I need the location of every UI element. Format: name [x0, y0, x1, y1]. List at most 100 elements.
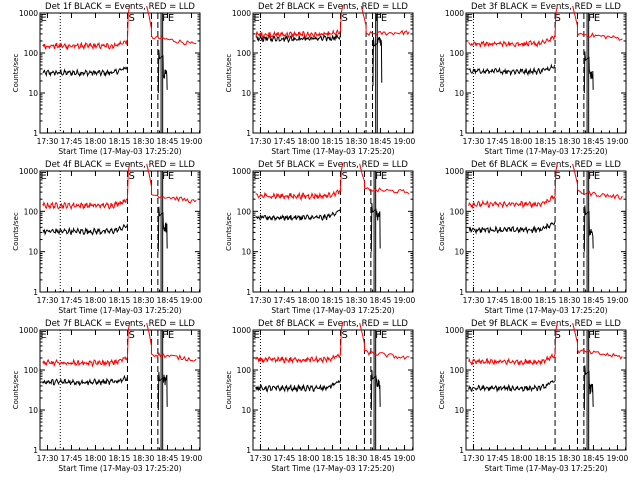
x-tick-label: 17:30: [250, 454, 272, 463]
x-tick-label: 18:00: [511, 296, 533, 305]
x-tick-label: 18:30: [133, 296, 155, 305]
marker-label-s: S: [554, 171, 560, 182]
marker-label-fe: FE: [588, 171, 600, 182]
x-tick-label: 18:00: [85, 454, 107, 463]
plot-frame: [465, 12, 627, 134]
y-tick-label: 1000: [445, 167, 464, 176]
x-tick-label: 17:30: [37, 454, 59, 463]
series-lld-line: [42, 4, 131, 51]
x-tick-label: 18:00: [298, 296, 320, 305]
x-tick-label: 18:15: [109, 137, 131, 146]
series-events-post: [370, 203, 381, 252]
series-events-post: [157, 371, 168, 411]
series-lld-recovery: [572, 5, 623, 41]
marker-label-fe: FE: [375, 13, 387, 24]
x-tick-label: 17:45: [61, 454, 83, 463]
x-tick-label: 17:30: [463, 454, 485, 463]
y-axis-label: Counts/sec: [438, 371, 446, 410]
y-tick-label: 1: [33, 288, 38, 297]
x-tick-label: 18:45: [370, 454, 392, 463]
x-tick-label: 18:45: [157, 454, 179, 463]
plot-frame: [465, 170, 627, 293]
y-axis-label: Counts/sec: [12, 212, 20, 251]
series-lld-line: [255, 4, 344, 40]
y-axis-label: Counts/sec: [438, 212, 446, 251]
x-tick-label: 19:00: [181, 296, 203, 305]
series-events-line: [255, 379, 341, 393]
series-events-line: [42, 66, 128, 78]
panel-title: Det 6f BLACK = Events, RED = LLD: [471, 160, 621, 170]
series-lld-recovery: [146, 322, 197, 362]
x-tick-label: 17:30: [463, 296, 485, 305]
detector-panel: Det 7f BLACK = Events, RED = LLD 1 10 100 10…: [12, 319, 203, 473]
detector-panel: Det 4f BLACK = Events, RED = LLD 1 10 100 10…: [12, 160, 203, 315]
panel-title: Det 8f BLACK = Events, RED = LLD: [258, 319, 408, 329]
series-lld-line: [255, 162, 344, 201]
plot-frame: [252, 12, 414, 134]
x-tick-label: 18:15: [322, 137, 344, 146]
y-axis-label: Counts/sec: [225, 371, 233, 410]
x-tick-label: 17:30: [250, 296, 272, 305]
x-tick-label: 18:15: [535, 454, 557, 463]
detector-panel: Det 3f BLACK = Events, RED = LLD 1 10 100 10…: [438, 2, 629, 156]
x-tick-label: 19:00: [394, 296, 416, 305]
x-tick-label: 19:00: [181, 137, 203, 146]
series-events-line: [42, 223, 128, 236]
x-tick-label: 19:00: [181, 454, 203, 463]
x-axis-label: Start Time (17-May-03 17:25:20): [58, 147, 181, 156]
series-events-line: [468, 379, 556, 393]
y-tick-label: 10: [28, 89, 38, 98]
x-tick-label: 17:30: [37, 137, 59, 146]
x-tick-label: 17:45: [487, 137, 509, 146]
y-tick-label: 10: [454, 89, 464, 98]
series-events-post: [157, 206, 168, 252]
x-axis-label: Start Time (17-May-03 17:25:20): [58, 464, 181, 473]
panel-title: Det 7f BLACK = Events, RED = LLD: [45, 319, 195, 329]
x-tick-label: 19:00: [607, 296, 629, 305]
x-tick-label: 18:45: [370, 137, 392, 146]
marker-label-fe: FE: [588, 13, 600, 24]
series-lld-recovery: [359, 163, 410, 195]
marker-label-e: E: [253, 171, 259, 182]
marker-label-e: E: [40, 171, 46, 182]
y-tick-label: 1: [459, 129, 464, 138]
y-tick-label: 1: [246, 446, 251, 455]
x-axis-label: Start Time (17-May-03 17:25:20): [484, 147, 607, 156]
y-tick-label: 10: [241, 248, 251, 257]
x-axis-label: Start Time (17-May-03 17:25:20): [484, 464, 607, 473]
y-tick-label: 100: [450, 49, 465, 58]
marker-label-fe: FE: [375, 330, 387, 341]
y-tick-label: 1: [33, 129, 38, 138]
y-tick-label: 100: [24, 49, 39, 58]
plot-frame: [465, 329, 627, 451]
series-lld-line: [42, 321, 131, 368]
series-events-line: [255, 34, 341, 44]
x-tick-label: 17:30: [37, 296, 59, 305]
x-tick-label: 18:45: [370, 296, 392, 305]
series-lld-recovery: [572, 163, 623, 200]
marker-label-e: E: [40, 330, 46, 341]
series-lld-line: [468, 4, 558, 48]
marker-label-s: S: [128, 13, 134, 24]
x-tick-label: 18:30: [559, 454, 581, 463]
x-tick-label: 19:00: [394, 137, 416, 146]
y-tick-label: 1: [459, 288, 464, 297]
y-tick-label: 10: [454, 406, 464, 415]
y-tick-label: 1: [246, 129, 251, 138]
y-tick-label: 1: [459, 446, 464, 455]
marker-label-fe: FE: [162, 330, 174, 341]
y-axis-label: Counts/sec: [225, 54, 233, 93]
y-tick-label: 10: [28, 248, 38, 257]
panel-title: Det 1f BLACK = Events, RED = LLD: [45, 2, 195, 12]
x-axis-label: Start Time (17-May-03 17:25:20): [484, 306, 607, 315]
y-tick-label: 10: [241, 89, 251, 98]
y-tick-label: 100: [237, 207, 252, 216]
detector-panel: Det 2f BLACK = Events, RED = LLD 1 10 100 10…: [225, 2, 416, 156]
y-tick-label: 100: [450, 207, 465, 216]
y-tick-label: 10: [28, 406, 38, 415]
x-tick-label: 18:00: [298, 454, 320, 463]
y-axis-label: Counts/sec: [225, 212, 233, 251]
x-tick-label: 18:15: [535, 137, 557, 146]
detector-panel: Det 8f BLACK = Events, RED = LLD 1 10 100 10…: [225, 319, 416, 473]
x-tick-label: 18:30: [133, 454, 155, 463]
